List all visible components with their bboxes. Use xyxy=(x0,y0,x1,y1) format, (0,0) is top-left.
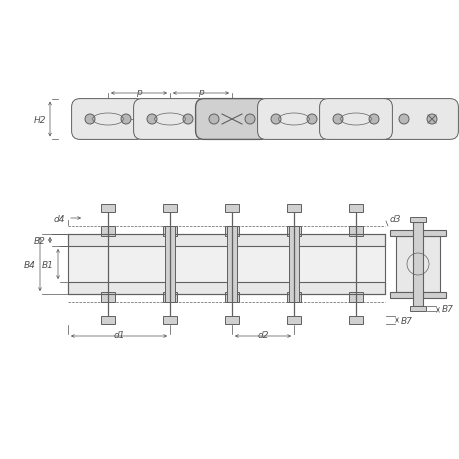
FancyBboxPatch shape xyxy=(133,100,206,140)
FancyBboxPatch shape xyxy=(377,100,458,140)
Bar xyxy=(162,226,177,236)
Bar xyxy=(286,226,300,236)
Bar xyxy=(348,316,362,325)
Text: B1: B1 xyxy=(42,260,54,269)
Text: p: p xyxy=(136,88,141,97)
Bar xyxy=(348,205,362,213)
Circle shape xyxy=(85,115,95,125)
Circle shape xyxy=(368,115,378,125)
Circle shape xyxy=(270,115,280,125)
Text: H2: H2 xyxy=(34,115,46,124)
Text: B7: B7 xyxy=(400,316,412,325)
FancyBboxPatch shape xyxy=(72,100,144,140)
Circle shape xyxy=(306,115,316,125)
Bar xyxy=(224,205,239,213)
Text: d1: d1 xyxy=(113,330,124,339)
Bar xyxy=(165,226,174,302)
Bar xyxy=(389,292,445,298)
Bar xyxy=(288,226,298,302)
Bar xyxy=(68,235,384,246)
Circle shape xyxy=(121,115,131,125)
Bar xyxy=(226,226,236,302)
Bar xyxy=(101,226,115,236)
Circle shape xyxy=(398,115,408,125)
Circle shape xyxy=(208,115,218,125)
Text: d2: d2 xyxy=(257,330,268,339)
Bar xyxy=(286,205,300,213)
Bar xyxy=(162,205,177,213)
Circle shape xyxy=(147,115,157,125)
Circle shape xyxy=(332,115,342,125)
Bar xyxy=(162,316,177,325)
Bar xyxy=(286,316,300,325)
Bar xyxy=(395,236,439,292)
Text: B4: B4 xyxy=(24,260,36,269)
FancyBboxPatch shape xyxy=(319,100,392,140)
Text: d4: d4 xyxy=(53,214,65,223)
Bar xyxy=(286,292,300,302)
Bar xyxy=(412,223,422,306)
Text: B2: B2 xyxy=(34,236,46,245)
Text: B7: B7 xyxy=(441,304,453,313)
Circle shape xyxy=(183,115,193,125)
Bar xyxy=(68,246,384,282)
Bar xyxy=(409,218,425,223)
Bar xyxy=(68,282,384,294)
Circle shape xyxy=(426,115,436,125)
Bar xyxy=(389,230,445,236)
Text: p: p xyxy=(198,88,203,97)
Bar xyxy=(409,306,425,311)
Bar xyxy=(224,292,239,302)
Circle shape xyxy=(245,115,254,125)
Bar xyxy=(101,316,115,325)
Bar xyxy=(101,292,115,302)
Bar xyxy=(224,316,239,325)
Bar xyxy=(101,205,115,213)
Bar xyxy=(162,292,177,302)
Bar xyxy=(348,292,362,302)
FancyBboxPatch shape xyxy=(195,100,268,140)
Bar xyxy=(224,226,239,236)
Text: d3: d3 xyxy=(389,214,401,223)
Bar xyxy=(348,226,362,236)
FancyBboxPatch shape xyxy=(257,100,330,140)
Bar xyxy=(68,235,384,294)
